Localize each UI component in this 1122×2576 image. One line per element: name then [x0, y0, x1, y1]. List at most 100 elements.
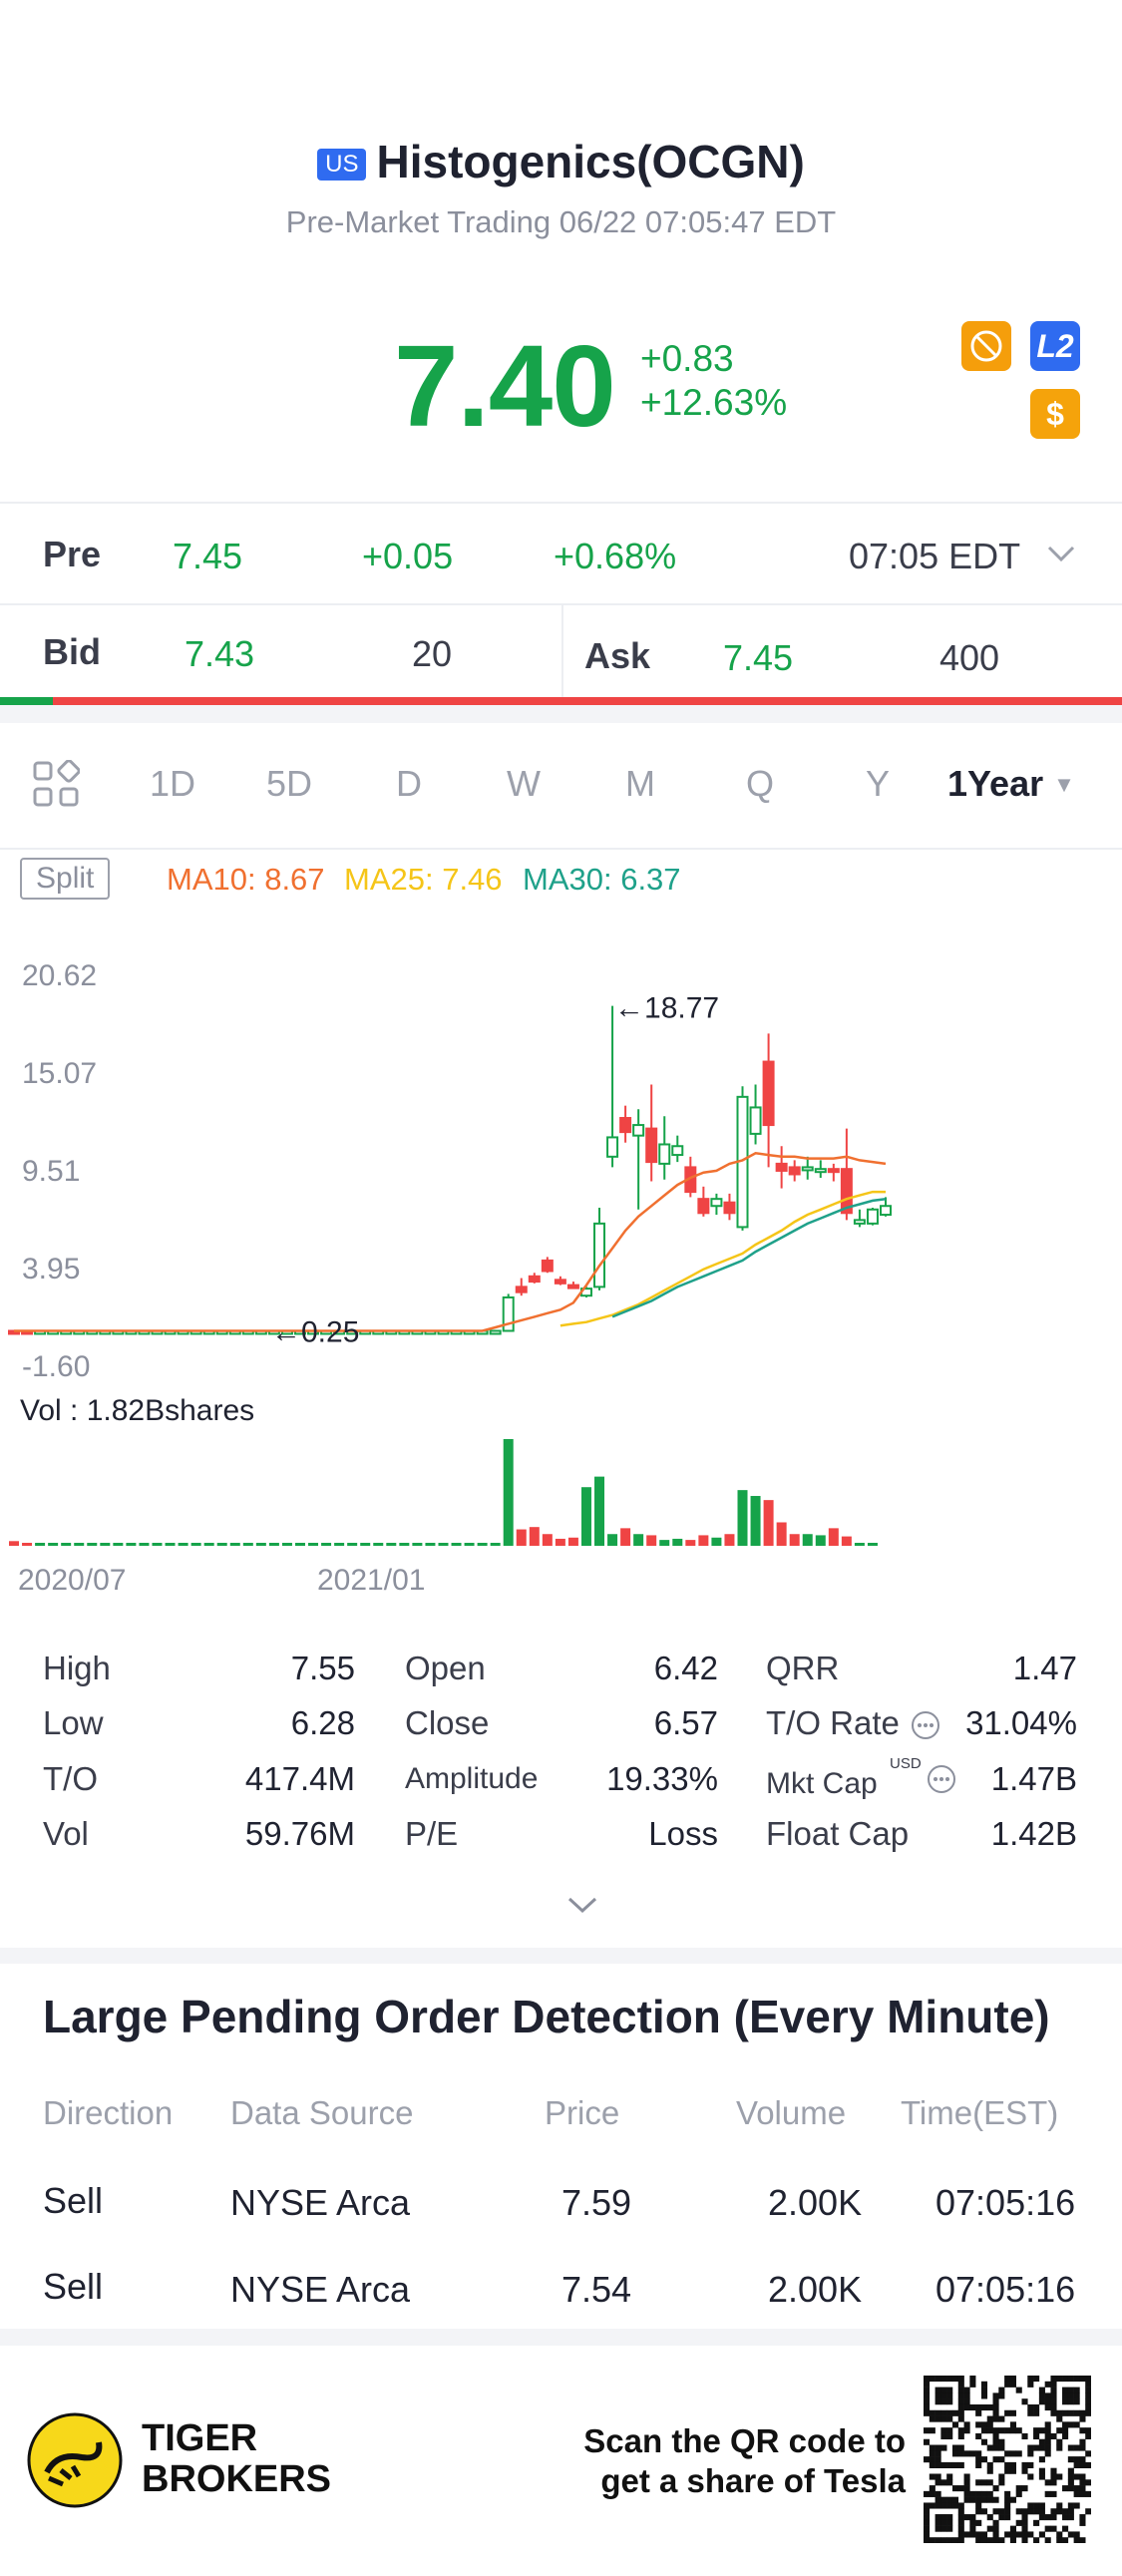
candlestick-chart[interactable]: 20.62 15.07 9.51 3.95 -1.60 ←18.77 ←0.25 — [0, 937, 1122, 1616]
ask-size: 400 — [939, 637, 1000, 678]
tab-m[interactable]: M — [625, 763, 655, 804]
tab-d[interactable]: D — [396, 763, 422, 804]
volume-bar — [464, 1543, 475, 1546]
pre-time[interactable]: 07:05 EDT — [849, 536, 1021, 576]
candle — [710, 1193, 723, 1216]
stat-value: 59.76M — [244, 1815, 355, 1852]
volume-bar — [281, 1543, 292, 1546]
col-header-time: Time(EST) — [901, 2094, 1059, 2131]
qr-code[interactable] — [924, 2376, 1092, 2544]
stat-value: 6.57 — [653, 1704, 718, 1741]
divider — [0, 502, 1122, 504]
volume-bar — [152, 1543, 163, 1546]
candle — [697, 1186, 710, 1217]
tab-1year-label: 1Year — [947, 763, 1044, 804]
section-gap — [0, 705, 1122, 723]
volume-bar — [672, 1538, 683, 1546]
volume-bar — [802, 1534, 813, 1546]
volume-bar — [594, 1476, 605, 1546]
last-price: 7.40 — [394, 321, 616, 451]
volume-bar — [789, 1534, 800, 1546]
stat-label: Vol — [43, 1815, 89, 1852]
candle — [880, 1197, 892, 1217]
stat-label: T/O — [43, 1760, 98, 1797]
info-icon[interactable] — [926, 1763, 957, 1800]
volume-bar — [828, 1528, 839, 1546]
pre-change: +0.05 — [362, 536, 454, 576]
volume-bar — [190, 1543, 201, 1546]
volume-bar — [229, 1543, 240, 1546]
volume-bar — [580, 1487, 591, 1546]
volume-bar — [87, 1543, 98, 1546]
candle — [788, 1160, 801, 1182]
ma10-line — [14, 1152, 887, 1332]
tab-5d[interactable]: 5D — [266, 763, 313, 804]
volume-bar — [126, 1543, 137, 1546]
dollar-icon[interactable]: $ — [1030, 389, 1080, 439]
volume-bar — [386, 1543, 397, 1546]
volume-bar — [321, 1543, 332, 1546]
x-tick-label: 2020/07 — [18, 1564, 127, 1597]
order-time: 07:05:16 — [935, 2269, 1076, 2310]
tab-q[interactable]: Q — [746, 763, 775, 804]
volume-bar — [113, 1543, 124, 1546]
volume-bar — [178, 1543, 188, 1546]
volume-bar — [412, 1543, 423, 1546]
y-tick-label: -1.60 — [22, 1350, 90, 1383]
stock-name: Histogenics(OCGN) — [376, 136, 805, 187]
no-margin-icon[interactable] — [961, 321, 1011, 371]
order-direction: Sell — [43, 2180, 104, 2221]
promo-line-1: Scan the QR code to — [583, 2422, 906, 2459]
stat-value: 1.47 — [1012, 1650, 1077, 1686]
expand-chevron-icon[interactable] — [564, 1893, 600, 1922]
bid-size: 20 — [412, 633, 453, 674]
volume-bar — [685, 1540, 696, 1546]
volume-bar — [646, 1535, 657, 1546]
layout-grid-icon[interactable] — [32, 759, 81, 813]
info-icon[interactable] — [910, 1709, 941, 1746]
volume-bar — [61, 1543, 72, 1546]
stat-label: Float Cap — [766, 1815, 910, 1852]
order-source: NYSE Arca — [230, 2182, 411, 2223]
tab-y[interactable]: Y — [866, 763, 891, 804]
candle — [541, 1257, 554, 1274]
tab-w[interactable]: W — [507, 763, 541, 804]
candle — [528, 1273, 541, 1284]
level2-icon[interactable]: L2 — [1030, 321, 1080, 371]
candle — [814, 1160, 827, 1178]
stat-label: Open — [405, 1650, 486, 1686]
candle — [658, 1116, 671, 1180]
stat-value: 31.04% — [965, 1704, 1077, 1741]
price-change: +0.83 — [640, 338, 734, 379]
volume-bar — [698, 1535, 709, 1546]
volume-bar — [360, 1543, 371, 1546]
candle — [632, 1109, 645, 1210]
brand-line-2: BROKERS — [142, 2458, 332, 2501]
brand-name: TIGER BROKERS — [142, 2417, 332, 2501]
col-header-source: Data Source — [230, 2094, 414, 2131]
volume-bar — [294, 1543, 305, 1546]
currency-label: USD — [890, 1755, 922, 1772]
candle — [606, 1005, 619, 1168]
col-header-volume: Volume — [736, 2094, 847, 2131]
volume-bar — [659, 1540, 670, 1546]
volume-bar — [477, 1543, 488, 1546]
pre-label: Pre — [43, 534, 102, 574]
stat-value: 1.47B — [990, 1760, 1077, 1797]
tab-1year[interactable]: 1Year ▼ — [947, 763, 1075, 805]
pending-orders-title: Large Pending Order Detection (Every Min… — [43, 1991, 1050, 2042]
stat-label: Low — [43, 1704, 104, 1741]
volume-bar — [633, 1534, 644, 1546]
volume-bar — [815, 1535, 826, 1546]
chevron-down-icon[interactable] — [1045, 542, 1077, 570]
caret-down-icon: ▼ — [1053, 772, 1075, 797]
volume-bar — [438, 1543, 449, 1546]
volume-bar — [867, 1543, 878, 1546]
volume-label: Vol : 1.82Bshares — [20, 1394, 255, 1427]
split-button[interactable]: Split — [20, 858, 111, 900]
stat-value: 1.42B — [990, 1815, 1077, 1852]
candle — [762, 1033, 775, 1168]
tab-1d[interactable]: 1D — [150, 763, 196, 804]
candle — [671, 1135, 684, 1163]
y-tick-label: 20.62 — [22, 959, 97, 992]
